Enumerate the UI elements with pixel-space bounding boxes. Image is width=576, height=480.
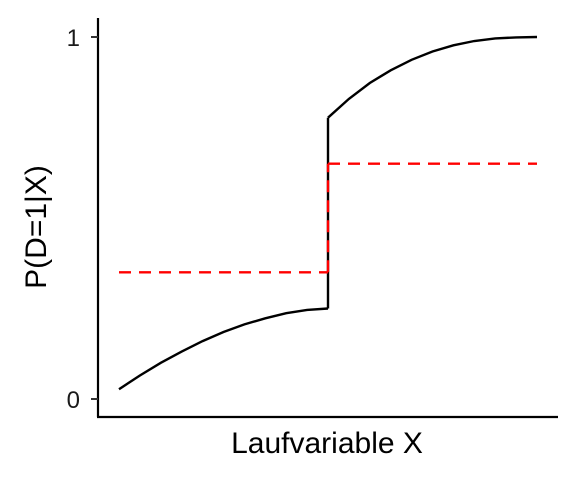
y-tick-label: 1 <box>67 25 80 52</box>
y-axis-title: P(D=1|X) <box>20 165 53 289</box>
plot-marks <box>118 35 538 391</box>
solid-line-segment-1 <box>118 307 329 391</box>
y-axis-ticks: 01 <box>67 25 98 414</box>
x-axis-title: Laufvariable X <box>231 427 423 460</box>
solid-line-segment-2 <box>327 35 538 119</box>
y-tick-label: 0 <box>67 387 80 414</box>
